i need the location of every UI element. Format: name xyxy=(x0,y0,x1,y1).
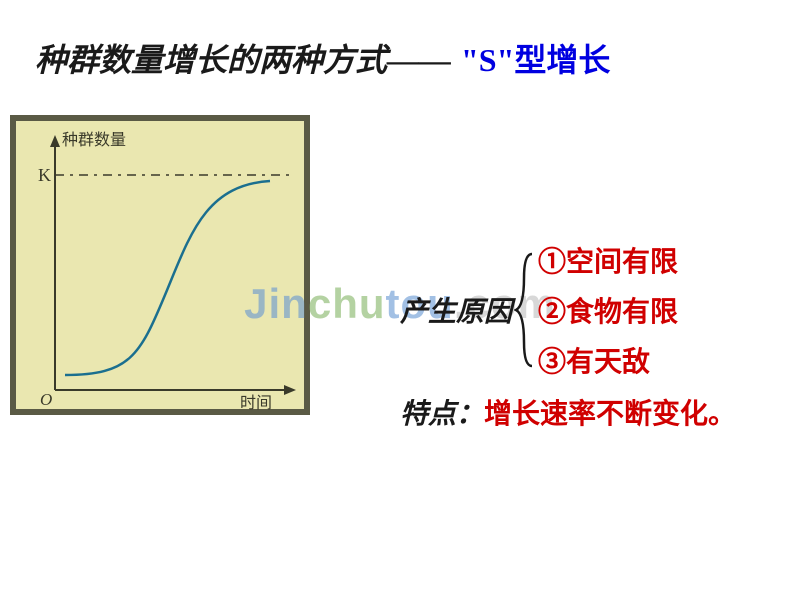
cause-item-1: ①空间有限 xyxy=(538,240,678,280)
feature-text: 增长速率不断变化。 xyxy=(484,392,736,432)
feature-row: 特点： 增长速率不断变化。 xyxy=(400,392,760,432)
cause-row: 产生原因 ①空间有限 ②食物有限 ③有天敌 xyxy=(400,240,760,380)
x-axis-label: 时间 xyxy=(240,394,272,412)
title-prefix: 种群数量增长的两种方式—— xyxy=(35,35,451,81)
info-block: 产生原因 ①空间有限 ②食物有限 ③有天敌 特点： 增长速率不断变化。 xyxy=(400,240,760,432)
cause-item-2: ②食物有限 xyxy=(538,290,678,330)
cause-items: ①空间有限 ②食物有限 ③有天敌 xyxy=(538,240,678,380)
cause-item-3: ③有天敌 xyxy=(538,340,678,380)
title-type: "S"型增长 xyxy=(461,35,610,81)
slide-title: 种群数量增长的两种方式—— "S"型增长 xyxy=(35,35,610,81)
k-label: K xyxy=(38,165,51,185)
chart-svg: 种群数量 K O 时间 xyxy=(10,115,310,415)
origin-label: O xyxy=(40,390,52,409)
y-axis-label: 种群数量 xyxy=(62,131,126,149)
feature-label: 特点： xyxy=(400,392,484,432)
chart-background xyxy=(13,118,307,412)
cause-label: 产生原因 xyxy=(400,290,512,330)
wm-part2: chu xyxy=(308,280,386,327)
brace-icon xyxy=(514,250,536,370)
s-curve-chart: 种群数量 K O 时间 xyxy=(10,115,310,415)
